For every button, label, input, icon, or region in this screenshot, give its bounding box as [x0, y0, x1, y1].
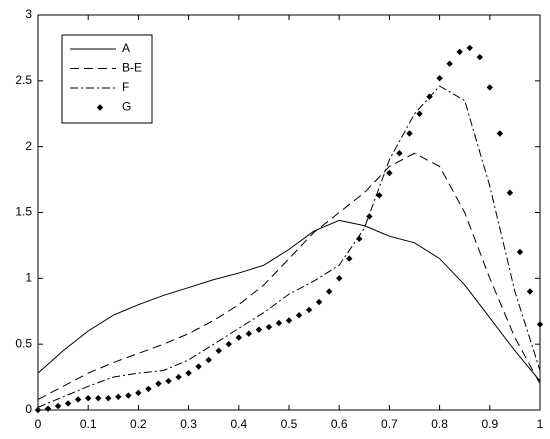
y-tick-label: 0.5	[15, 336, 32, 350]
marker	[376, 192, 383, 199]
legend-marker	[96, 104, 104, 111]
legend-box	[61, 34, 153, 124]
marker	[426, 93, 433, 100]
marker	[416, 110, 423, 117]
series-line	[37, 152, 541, 400]
marker	[386, 169, 393, 177]
marker	[195, 363, 202, 370]
marker	[285, 317, 293, 324]
marker	[526, 288, 534, 295]
y-tick-label: 2	[25, 139, 32, 153]
marker	[205, 356, 212, 364]
marker	[336, 275, 343, 282]
marker	[245, 330, 253, 337]
marker	[34, 406, 42, 414]
marker	[406, 130, 413, 137]
legend-label: A	[122, 41, 130, 55]
x-tick-label: 1	[537, 417, 544, 431]
x-tick-label: 0	[35, 417, 42, 431]
series-line	[37, 219, 541, 382]
legend-label: G	[122, 100, 131, 114]
x-tick-label: 0.8	[431, 417, 448, 431]
marker	[436, 75, 443, 82]
x-tick-label: 0.4	[230, 417, 247, 431]
series-line	[37, 85, 541, 408]
marker	[325, 288, 333, 295]
y-tick-label: 2.5	[15, 73, 32, 87]
marker	[135, 389, 142, 397]
x-tick-label: 0.5	[281, 417, 298, 431]
marker	[356, 235, 363, 243]
marker	[125, 392, 132, 399]
marker	[536, 321, 544, 328]
marker	[74, 396, 82, 403]
marker	[265, 323, 273, 331]
marker	[255, 326, 263, 333]
marker	[506, 189, 514, 196]
marker	[275, 319, 283, 327]
y-tick-label: 0	[25, 402, 32, 416]
marker	[486, 84, 493, 91]
marker	[396, 150, 403, 157]
marker	[516, 248, 524, 256]
marker	[165, 377, 172, 385]
marker	[476, 53, 483, 61]
marker	[95, 394, 102, 402]
marker	[295, 312, 303, 319]
marker	[466, 44, 473, 52]
marker	[54, 402, 62, 410]
x-tick-label: 0.6	[331, 417, 348, 431]
marker	[305, 306, 313, 314]
x-tick-label: 0.9	[481, 417, 498, 431]
legend-label: F	[122, 80, 129, 94]
marker	[175, 373, 182, 381]
x-tick-label: 0.2	[130, 417, 147, 431]
legend-label: B-E	[122, 61, 142, 75]
marker	[44, 405, 52, 412]
y-tick-label: 1	[25, 271, 32, 285]
marker	[105, 394, 112, 402]
marker	[145, 385, 152, 393]
x-tick-label: 0.3	[180, 417, 197, 431]
marker	[346, 255, 353, 262]
marker	[64, 400, 72, 407]
y-tick-label: 3	[25, 7, 32, 21]
marker	[85, 394, 92, 402]
x-tick-label: 0.1	[80, 417, 97, 431]
marker	[185, 369, 192, 377]
marker	[155, 380, 162, 387]
marker	[366, 213, 373, 220]
marker	[235, 334, 242, 341]
marker	[456, 48, 463, 56]
marker	[315, 298, 323, 306]
marker	[115, 393, 122, 401]
marker	[225, 340, 232, 348]
marker	[496, 130, 504, 137]
y-tick-label: 1.5	[15, 205, 32, 219]
marker	[215, 347, 222, 354]
marker	[446, 60, 453, 67]
x-tick-label: 0.7	[381, 417, 398, 431]
